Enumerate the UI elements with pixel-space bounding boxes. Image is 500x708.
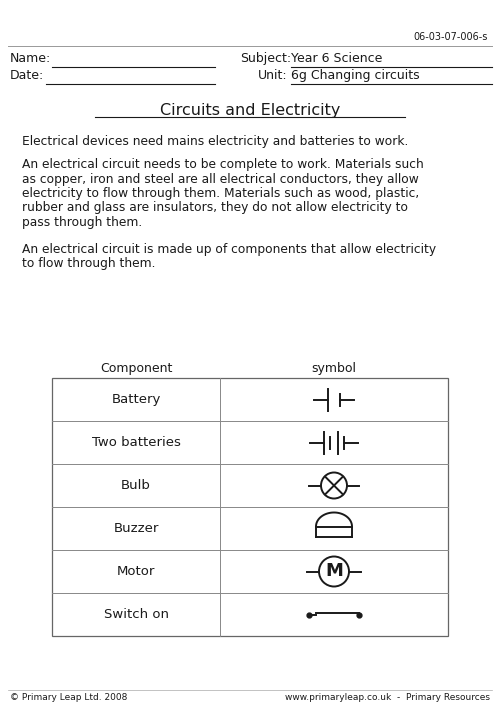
Text: Switch on: Switch on — [104, 608, 168, 621]
Text: Motor: Motor — [117, 565, 155, 578]
Text: Year 6 Science: Year 6 Science — [291, 52, 382, 65]
Text: Battery: Battery — [112, 393, 160, 406]
Text: 6g Changing circuits: 6g Changing circuits — [291, 69, 420, 82]
Text: M: M — [325, 562, 343, 581]
Text: Name:: Name: — [10, 52, 51, 65]
Bar — [52, 378, 448, 636]
Text: to flow through them.: to flow through them. — [22, 257, 156, 270]
Text: An electrical circuit needs to be complete to work. Materials such: An electrical circuit needs to be comple… — [22, 158, 424, 171]
Text: rubber and glass are insulators, they do not allow electricity to: rubber and glass are insulators, they do… — [22, 202, 408, 215]
Text: © Primary Leap Ltd. 2008: © Primary Leap Ltd. 2008 — [10, 693, 128, 702]
Text: www.primaryleap.co.uk  -  Primary Resources: www.primaryleap.co.uk - Primary Resource… — [285, 693, 490, 702]
Text: as copper, iron and steel are all electrical conductors, they allow: as copper, iron and steel are all electr… — [22, 173, 419, 185]
Text: pass through them.: pass through them. — [22, 216, 142, 229]
Text: Electrical devices need mains electricity and batteries to work.: Electrical devices need mains electricit… — [22, 135, 408, 148]
Text: Buzzer: Buzzer — [114, 522, 158, 535]
Text: Two batteries: Two batteries — [92, 436, 180, 449]
Text: electricity to flow through them. Materials such as wood, plastic,: electricity to flow through them. Materi… — [22, 187, 419, 200]
Text: Date:: Date: — [10, 69, 44, 82]
Text: Circuits and Electricity: Circuits and Electricity — [160, 103, 340, 118]
Text: Subject:: Subject: — [240, 52, 291, 65]
Text: An electrical circuit is made up of components that allow electricity: An electrical circuit is made up of comp… — [22, 243, 436, 256]
Text: Component: Component — [100, 362, 172, 375]
Text: symbol: symbol — [312, 362, 356, 375]
Text: Unit:: Unit: — [258, 69, 288, 82]
Text: Bulb: Bulb — [121, 479, 151, 492]
Text: 06-03-07-006-s: 06-03-07-006-s — [414, 32, 488, 42]
